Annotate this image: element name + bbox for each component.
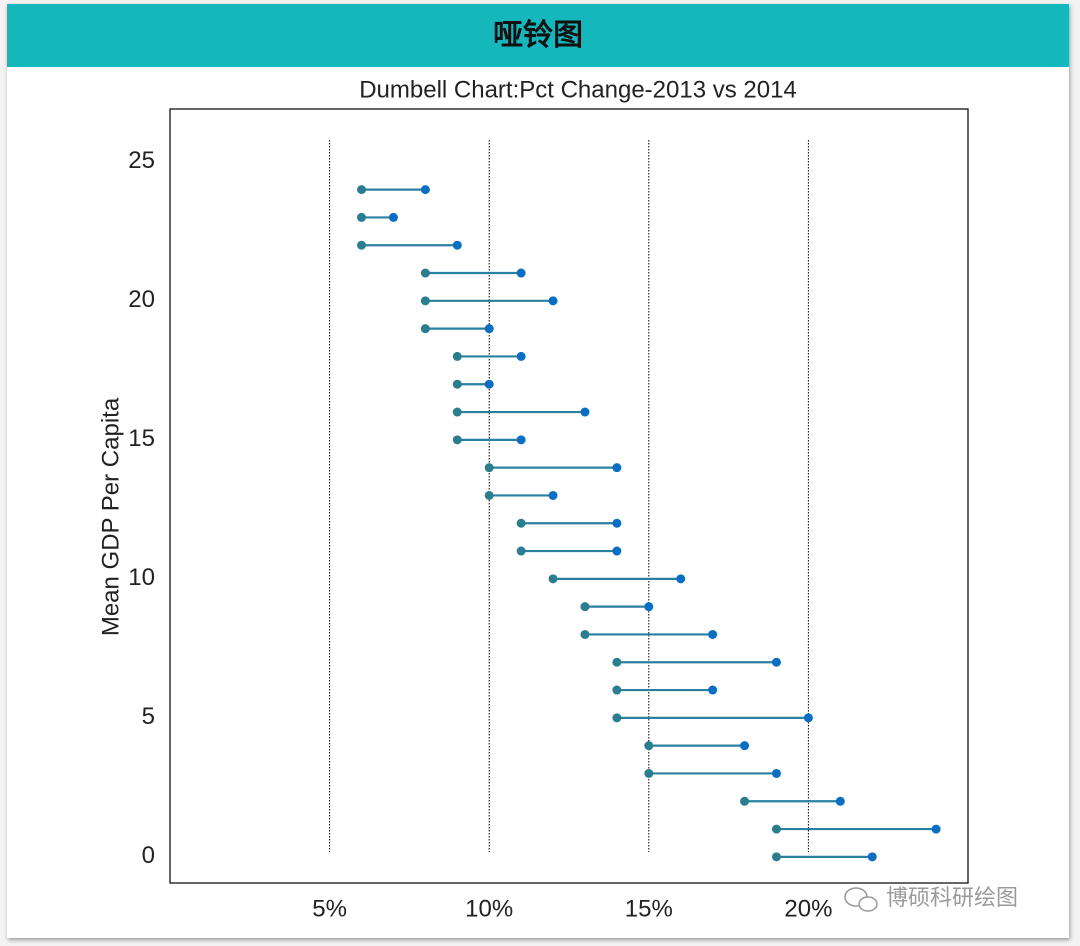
plot-frame — [169, 108, 969, 884]
y-tick-label: 20 — [128, 286, 155, 313]
dumbbell-point — [420, 268, 430, 278]
dumbbell-point — [771, 824, 781, 834]
y-tick-label: 5 — [142, 703, 155, 730]
card: 哑铃图 — [7, 4, 1069, 938]
dumbbell-point — [548, 490, 558, 500]
watermark-group: 博硕科研绘图 — [844, 885, 1018, 912]
dumbbell-point — [612, 685, 622, 695]
dumbbell-point — [452, 351, 462, 361]
dumbbell-point — [516, 351, 526, 361]
dumbbell-point — [548, 296, 558, 306]
dumbbell-point — [612, 546, 622, 556]
dumbbell-point — [420, 296, 430, 306]
dumbbell-point — [357, 185, 367, 195]
dumbbell-point — [452, 240, 462, 250]
dumbbell-point — [516, 435, 526, 445]
dumbbell-point — [484, 324, 494, 334]
dumbbell-point — [644, 768, 654, 778]
dumbbell-point — [612, 518, 622, 528]
y-tick-label: 25 — [128, 147, 155, 174]
dumbbell-point — [740, 796, 750, 806]
dumbbell-point — [357, 240, 367, 250]
dumbbell-point — [708, 629, 718, 639]
dumbbell-point — [357, 212, 367, 222]
dumbbell-point — [835, 796, 845, 806]
dumbbell-point — [452, 379, 462, 389]
dumbbell-point — [484, 379, 494, 389]
dumbbell-point — [708, 685, 718, 695]
dumbbell-point — [612, 713, 622, 723]
dumbbell-point — [420, 324, 430, 334]
dumbbell-point — [644, 741, 654, 751]
dumbbell-point — [516, 546, 526, 556]
dumbbell-point — [580, 407, 590, 417]
dumbbell-point — [612, 657, 622, 667]
dumbbell-point — [580, 602, 590, 612]
dumbbell-point — [771, 768, 781, 778]
dumbbell-point — [548, 574, 558, 584]
x-tick-label: 15% — [625, 895, 673, 922]
y-tick-label: 10 — [128, 564, 155, 591]
dumbbell-point — [516, 518, 526, 528]
x-tick-label: 20% — [784, 895, 832, 922]
dumbbell-point — [676, 574, 686, 584]
dumbbell-point — [931, 824, 941, 834]
x-tick-label: 5% — [312, 895, 347, 922]
dumbbell-point — [484, 463, 494, 473]
y-tick-label: 15 — [128, 425, 155, 452]
y-tick-label: 0 — [142, 842, 155, 869]
dumbbell-point — [388, 212, 398, 222]
dumbbell-point — [580, 629, 590, 639]
y-axis-label: Mean GDP Per Capita — [97, 397, 124, 636]
dumbbell-point — [803, 713, 813, 723]
dumbbell-point — [452, 435, 462, 445]
dumbbell-point — [771, 657, 781, 667]
dumbbell-point — [484, 490, 494, 500]
dumbbell-point — [452, 407, 462, 417]
dumbbell-point — [771, 852, 781, 862]
header: 哑铃图 — [7, 4, 1069, 67]
watermark-icon — [858, 896, 878, 912]
x-tick-label: 10% — [465, 895, 513, 922]
dumbbell-point — [644, 602, 654, 612]
dumbbell-point — [740, 741, 750, 751]
dumbbell-point — [612, 463, 622, 473]
dumbbell-point — [420, 185, 430, 195]
chart-title: Dumbell Chart:Pct Change-2013 vs 2014 — [359, 76, 797, 103]
dumbbell-point — [867, 852, 877, 862]
dumbbell-point — [516, 268, 526, 278]
watermark: 博硕科研绘图 — [886, 885, 1018, 910]
